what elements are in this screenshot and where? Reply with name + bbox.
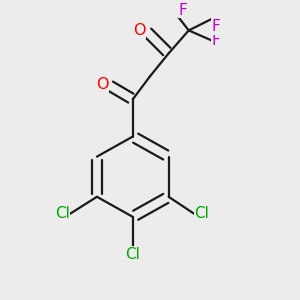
Text: O: O [133, 23, 146, 38]
Text: F: F [179, 2, 188, 17]
Text: F: F [212, 19, 220, 34]
Text: Cl: Cl [194, 206, 209, 221]
Text: Cl: Cl [55, 206, 70, 221]
Text: Cl: Cl [125, 247, 140, 262]
Text: O: O [96, 77, 108, 92]
Text: F: F [212, 33, 220, 48]
